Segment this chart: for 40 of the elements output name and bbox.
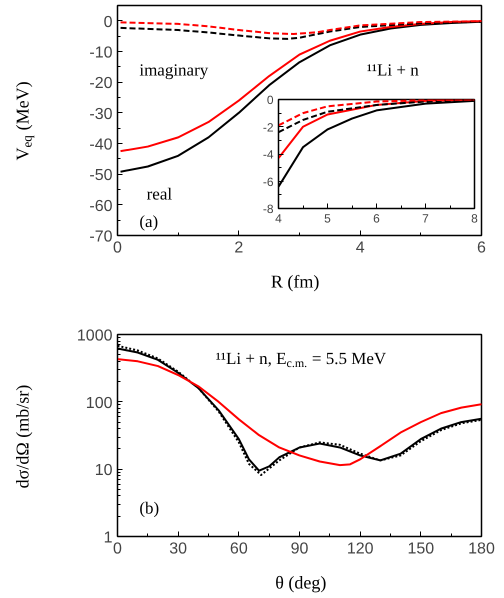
x-tick-label: 2 (234, 240, 244, 256)
x-tick-label: 8 (471, 212, 478, 226)
annotation: imaginary (139, 60, 209, 80)
y-tick-label: -20 (89, 75, 113, 92)
y-tick-label: -10 (89, 44, 113, 62)
x-tick-label: 4 (275, 212, 282, 226)
y-tick-label: -60 (89, 198, 113, 215)
x-tick-label: 30 (169, 540, 188, 558)
y-tick-label: -2 (262, 120, 274, 134)
x-tick-label: 150 (407, 540, 434, 558)
x-axis-title: θ (deg) (275, 572, 326, 592)
y-tick-label: -4 (262, 148, 274, 162)
y-tick-label: 0 (104, 14, 113, 31)
annotation: real (146, 184, 172, 204)
y-axis-title: Veq (MeV) (12, 81, 34, 160)
y-tick-label: 100 (86, 394, 113, 412)
x-tick-label: 4 (356, 240, 365, 256)
y-tick-label: -30 (89, 106, 113, 123)
y-tick-label: 1000 (76, 328, 113, 344)
x-tick-label: 120 (346, 540, 374, 558)
annotation: ¹¹Li + n (366, 60, 420, 80)
y-tick-label: 0 (266, 93, 274, 107)
y-tick-label: 10 (94, 462, 113, 480)
x-axis-title: R (fm) (270, 272, 320, 292)
x-tick-label: 180 (468, 540, 495, 558)
y-tick-label: -8 (262, 202, 274, 216)
y-tick-label: 1 (104, 530, 113, 546)
annotation: (b) (139, 498, 160, 518)
x-tick-label: 7 (422, 212, 430, 226)
y-tick-label: -70 (89, 228, 113, 246)
x-tick-label: 6 (373, 212, 380, 226)
x-tick-label: 90 (290, 540, 308, 558)
x-tick-label: 60 (230, 540, 248, 558)
y-tick-label: -50 (89, 167, 113, 184)
y-tick-label: -40 (89, 136, 113, 154)
x-tick-label: 6 (477, 240, 486, 256)
y-axis-title: dσ/dΩ (mb/sr) (12, 384, 32, 488)
y-tick-label: -6 (262, 174, 274, 189)
x-tick-label: 5 (324, 212, 332, 226)
annotation: (a) (139, 212, 158, 232)
